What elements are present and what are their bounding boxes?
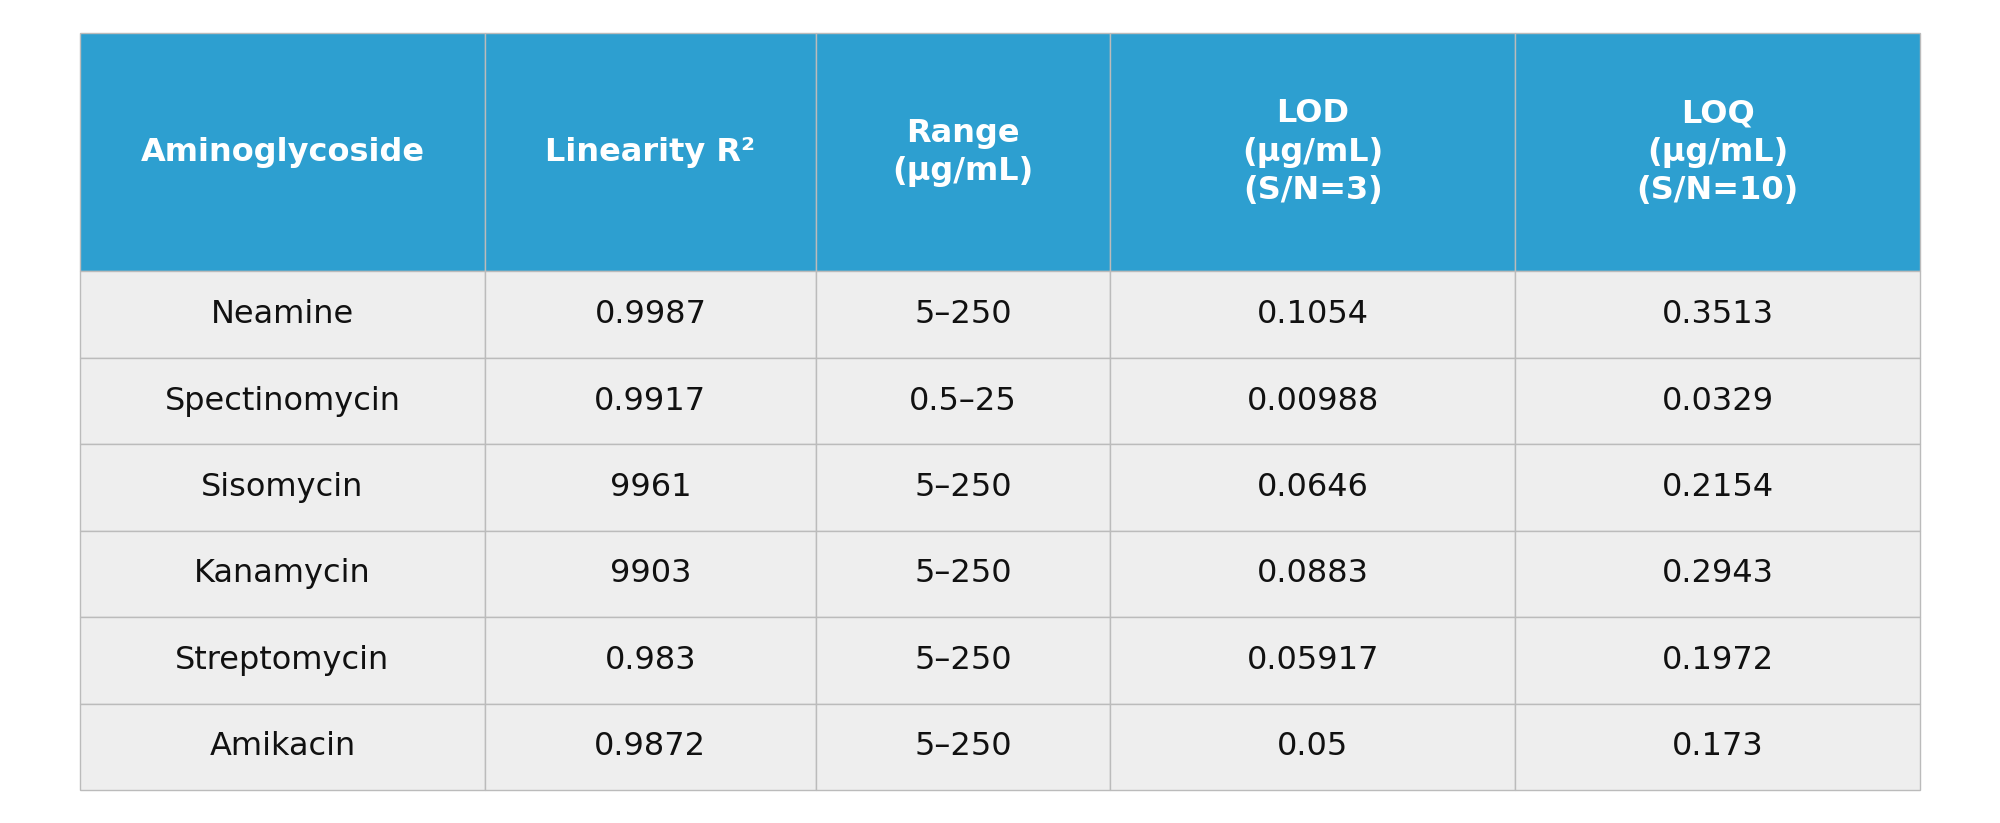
Bar — [484, 444, 816, 531]
Text: Neamine: Neamine — [210, 299, 354, 330]
Bar — [816, 272, 1110, 358]
Bar — [816, 358, 1110, 444]
Bar — [1110, 358, 1516, 444]
Text: 0.9917: 0.9917 — [594, 386, 706, 416]
Bar — [816, 444, 1110, 531]
Text: 0.00988: 0.00988 — [1246, 386, 1378, 416]
Bar — [1110, 33, 1516, 272]
Bar — [816, 704, 1110, 790]
Text: LOD
(μg/mL)
(S/N=3): LOD (μg/mL) (S/N=3) — [1242, 99, 1384, 206]
Bar — [1110, 531, 1516, 617]
Bar — [80, 444, 484, 531]
Text: 0.2154: 0.2154 — [1662, 472, 1774, 503]
Bar — [80, 33, 484, 272]
Bar — [484, 704, 816, 790]
Bar — [1516, 617, 1920, 704]
Text: 0.2943: 0.2943 — [1662, 559, 1774, 589]
Bar — [816, 531, 1110, 617]
Text: 0.0329: 0.0329 — [1662, 386, 1774, 416]
Bar — [1110, 272, 1516, 358]
Text: 5–250: 5–250 — [914, 559, 1012, 589]
Text: 0.1054: 0.1054 — [1256, 299, 1368, 330]
Bar — [1110, 444, 1516, 531]
Text: 5–250: 5–250 — [914, 299, 1012, 330]
Bar — [80, 531, 484, 617]
Text: 0.0646: 0.0646 — [1256, 472, 1368, 503]
Text: Sisomycin: Sisomycin — [202, 472, 364, 503]
Bar — [1110, 617, 1516, 704]
Text: 0.1972: 0.1972 — [1662, 645, 1774, 676]
Bar — [80, 617, 484, 704]
Bar — [1516, 531, 1920, 617]
Bar — [1516, 704, 1920, 790]
Text: 0.05: 0.05 — [1278, 732, 1348, 762]
Text: Amikacin: Amikacin — [210, 732, 356, 762]
Text: Aminoglycoside: Aminoglycoside — [140, 137, 424, 168]
Text: 5–250: 5–250 — [914, 645, 1012, 676]
Bar — [816, 617, 1110, 704]
Bar — [816, 33, 1110, 272]
Bar — [484, 358, 816, 444]
Text: Linearity R²: Linearity R² — [546, 137, 756, 168]
Text: 0.9872: 0.9872 — [594, 732, 706, 762]
Bar — [484, 617, 816, 704]
Text: 0.983: 0.983 — [604, 645, 696, 676]
Text: 5–250: 5–250 — [914, 472, 1012, 503]
Text: 0.3513: 0.3513 — [1662, 299, 1774, 330]
Text: 0.5–25: 0.5–25 — [910, 386, 1018, 416]
Bar — [1516, 33, 1920, 272]
Text: 0.9987: 0.9987 — [594, 299, 706, 330]
Bar — [1110, 704, 1516, 790]
Bar — [1516, 444, 1920, 531]
Text: 9961: 9961 — [610, 472, 692, 503]
Bar — [80, 358, 484, 444]
Bar — [484, 33, 816, 272]
Bar — [1516, 272, 1920, 358]
Text: 0.0883: 0.0883 — [1256, 559, 1368, 589]
Bar — [484, 272, 816, 358]
Text: 0.173: 0.173 — [1672, 732, 1764, 762]
Text: Range
(μg/mL): Range (μg/mL) — [892, 118, 1034, 187]
Text: LOQ
(μg/mL)
(S/N=10): LOQ (μg/mL) (S/N=10) — [1636, 99, 1798, 206]
Text: 0.05917: 0.05917 — [1246, 645, 1380, 676]
Text: Streptomycin: Streptomycin — [176, 645, 390, 676]
Bar — [1516, 358, 1920, 444]
Text: 5–250: 5–250 — [914, 732, 1012, 762]
Bar — [80, 272, 484, 358]
Bar — [484, 531, 816, 617]
Text: 9903: 9903 — [610, 559, 692, 589]
Text: Spectinomycin: Spectinomycin — [164, 386, 400, 416]
Bar — [80, 704, 484, 790]
Text: Kanamycin: Kanamycin — [194, 559, 370, 589]
